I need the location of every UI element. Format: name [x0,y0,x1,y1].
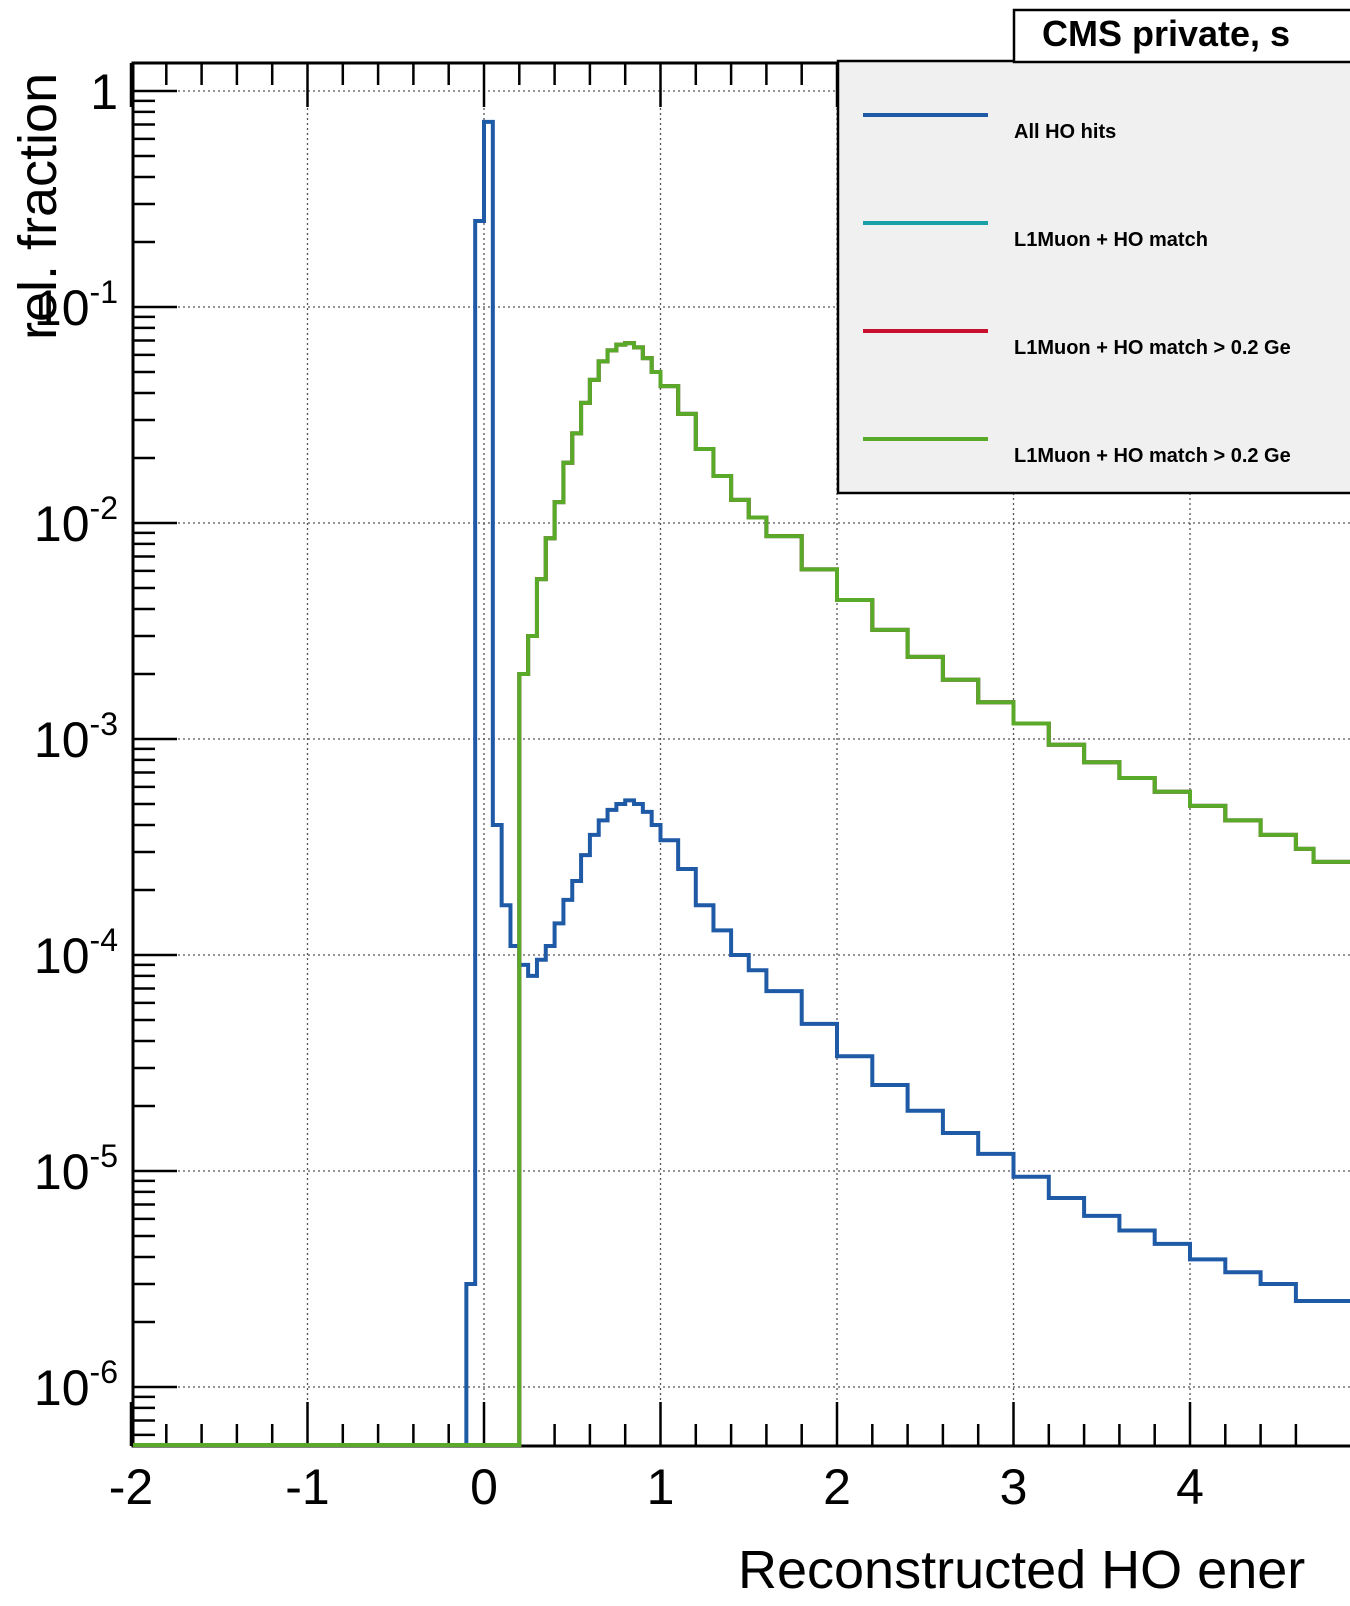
x-tick-label: 1 [647,1459,675,1515]
x-axis-title: Reconstructed HO ener [738,1540,1305,1600]
series-layer [133,119,1350,1447]
y-tick-label: 1 [90,64,118,120]
series-line-2 [133,341,1350,1447]
series-line-3 [133,341,1350,1447]
x-tick-label: -2 [109,1459,153,1515]
plot-frame [131,61,1350,1448]
x-tick-label: 2 [823,1459,851,1515]
legend-label-3: L1Muon + HO match > 0.2 Ge [1014,445,1291,467]
legend-box [836,59,1350,495]
x-tick-label: 3 [1000,1459,1028,1515]
x-tick-label: 0 [470,1459,498,1515]
y-tick-labels: 1 10-1 10-2 10-3 10-4 10-5 10-6 [34,64,118,1416]
chart-title: CMS private, s [1042,13,1290,54]
y-axis-title: rel. fraction [8,73,68,340]
title-box: CMS private, s [1012,8,1350,64]
y-tick-label: 10-1 [34,274,118,336]
x-tick-labels: -2 -1 0 1 2 3 4 [109,1459,1204,1515]
y-tick-label: 10-2 [34,490,118,552]
series-line-0 [133,119,1350,1447]
legend-label-2: L1Muon + HO match > 0.2 Ge [1014,337,1291,359]
legend-label-1: L1Muon + HO match [1014,229,1208,251]
y-tick-label: 10-3 [34,706,118,768]
legend-label-0: All HO hits [1014,121,1116,143]
series-line-1 [133,341,1350,1447]
title-frame [1012,8,1350,64]
y-tick-label: 10-6 [34,1354,118,1416]
x-tick-label: 4 [1176,1459,1204,1515]
y-tick-label: 10-5 [34,1138,118,1200]
legend: All HO hits L1Muon + HO match L1Muon + HO … [836,59,1350,495]
y-tick-label: 10-4 [34,922,118,984]
x-tick-label: -1 [285,1459,329,1515]
